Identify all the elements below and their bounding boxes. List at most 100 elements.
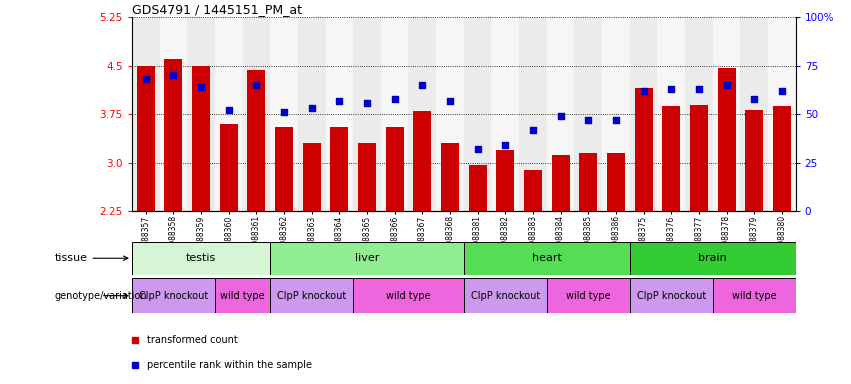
Text: wild type: wild type [220, 291, 265, 301]
Text: genotype/variation: genotype/variation [54, 291, 147, 301]
Text: GDS4791 / 1445151_PM_at: GDS4791 / 1445151_PM_at [132, 3, 302, 16]
Bar [303, 143, 321, 211]
Bar [524, 170, 542, 211]
Bar [132, 278, 214, 313]
Point [499, 142, 512, 148]
Bar [745, 110, 763, 211]
Bar [519, 17, 547, 211]
Bar [164, 59, 182, 211]
Point [249, 82, 263, 88]
Text: heart: heart [532, 253, 562, 263]
Text: transformed count: transformed count [146, 335, 237, 345]
Text: testis: testis [186, 253, 216, 263]
Point [194, 84, 208, 90]
Text: ClpP knockout: ClpP knockout [139, 291, 208, 301]
Bar [740, 17, 768, 211]
Bar [330, 127, 348, 211]
Bar [248, 70, 266, 211]
Bar [353, 278, 464, 313]
Point [609, 117, 623, 123]
Text: ClpP knockout: ClpP knockout [637, 291, 705, 301]
Point [526, 127, 540, 133]
Point [775, 88, 789, 94]
Bar [630, 242, 796, 275]
Point [139, 76, 152, 83]
Bar [271, 242, 464, 275]
Bar [574, 17, 603, 211]
Bar [271, 17, 298, 211]
Point [747, 96, 761, 102]
Point [388, 96, 402, 102]
Bar [685, 17, 713, 211]
Point [443, 98, 457, 104]
Bar [547, 278, 630, 313]
Point [360, 99, 374, 106]
Bar [496, 150, 514, 211]
Bar [464, 17, 492, 211]
Bar [220, 124, 237, 211]
Bar [386, 127, 403, 211]
Bar [551, 155, 569, 211]
Text: ClpP knockout: ClpP knockout [471, 291, 540, 301]
Bar [243, 17, 271, 211]
Bar [298, 17, 326, 211]
Point [305, 105, 318, 111]
Bar [712, 278, 796, 313]
Point [415, 82, 429, 88]
Point [692, 86, 705, 92]
Bar [275, 127, 293, 211]
Bar [547, 17, 574, 211]
Bar [214, 278, 271, 313]
Text: wild type: wild type [386, 291, 431, 301]
Bar [132, 242, 271, 275]
Bar [160, 17, 187, 211]
Bar [326, 17, 353, 211]
Point [471, 146, 484, 152]
Bar [271, 278, 353, 313]
Text: tissue: tissue [54, 253, 128, 263]
Bar [603, 17, 630, 211]
Bar [381, 17, 408, 211]
Bar [358, 143, 376, 211]
Text: wild type: wild type [566, 291, 610, 301]
Point [720, 82, 734, 88]
Text: liver: liver [355, 253, 380, 263]
Point [167, 73, 180, 79]
Bar [713, 17, 740, 211]
Text: percentile rank within the sample: percentile rank within the sample [146, 360, 311, 370]
Bar [690, 104, 708, 211]
Bar [132, 17, 160, 211]
Bar [773, 106, 791, 211]
Bar [607, 153, 625, 211]
Point [222, 107, 236, 113]
Bar [630, 17, 657, 211]
Bar [657, 17, 685, 211]
Bar [630, 278, 712, 313]
Bar [441, 143, 459, 211]
Bar [464, 242, 630, 275]
Text: brain: brain [699, 253, 727, 263]
Bar [137, 66, 155, 211]
Bar [469, 165, 487, 211]
Bar [414, 111, 431, 211]
Bar [492, 17, 519, 211]
Bar [635, 88, 653, 211]
Bar [437, 17, 464, 211]
Bar [662, 106, 680, 211]
Bar [192, 66, 210, 211]
Point [581, 117, 595, 123]
Point [277, 109, 291, 115]
Text: wild type: wild type [732, 291, 776, 301]
Bar [717, 68, 735, 211]
Bar [187, 17, 214, 211]
Point [665, 86, 678, 92]
Text: ClpP knockout: ClpP knockout [277, 291, 346, 301]
Bar [768, 17, 796, 211]
Point [554, 113, 568, 119]
Bar [464, 278, 547, 313]
Point [333, 98, 346, 104]
Point [637, 88, 650, 94]
Bar [580, 153, 597, 211]
Bar [408, 17, 437, 211]
Bar [214, 17, 243, 211]
